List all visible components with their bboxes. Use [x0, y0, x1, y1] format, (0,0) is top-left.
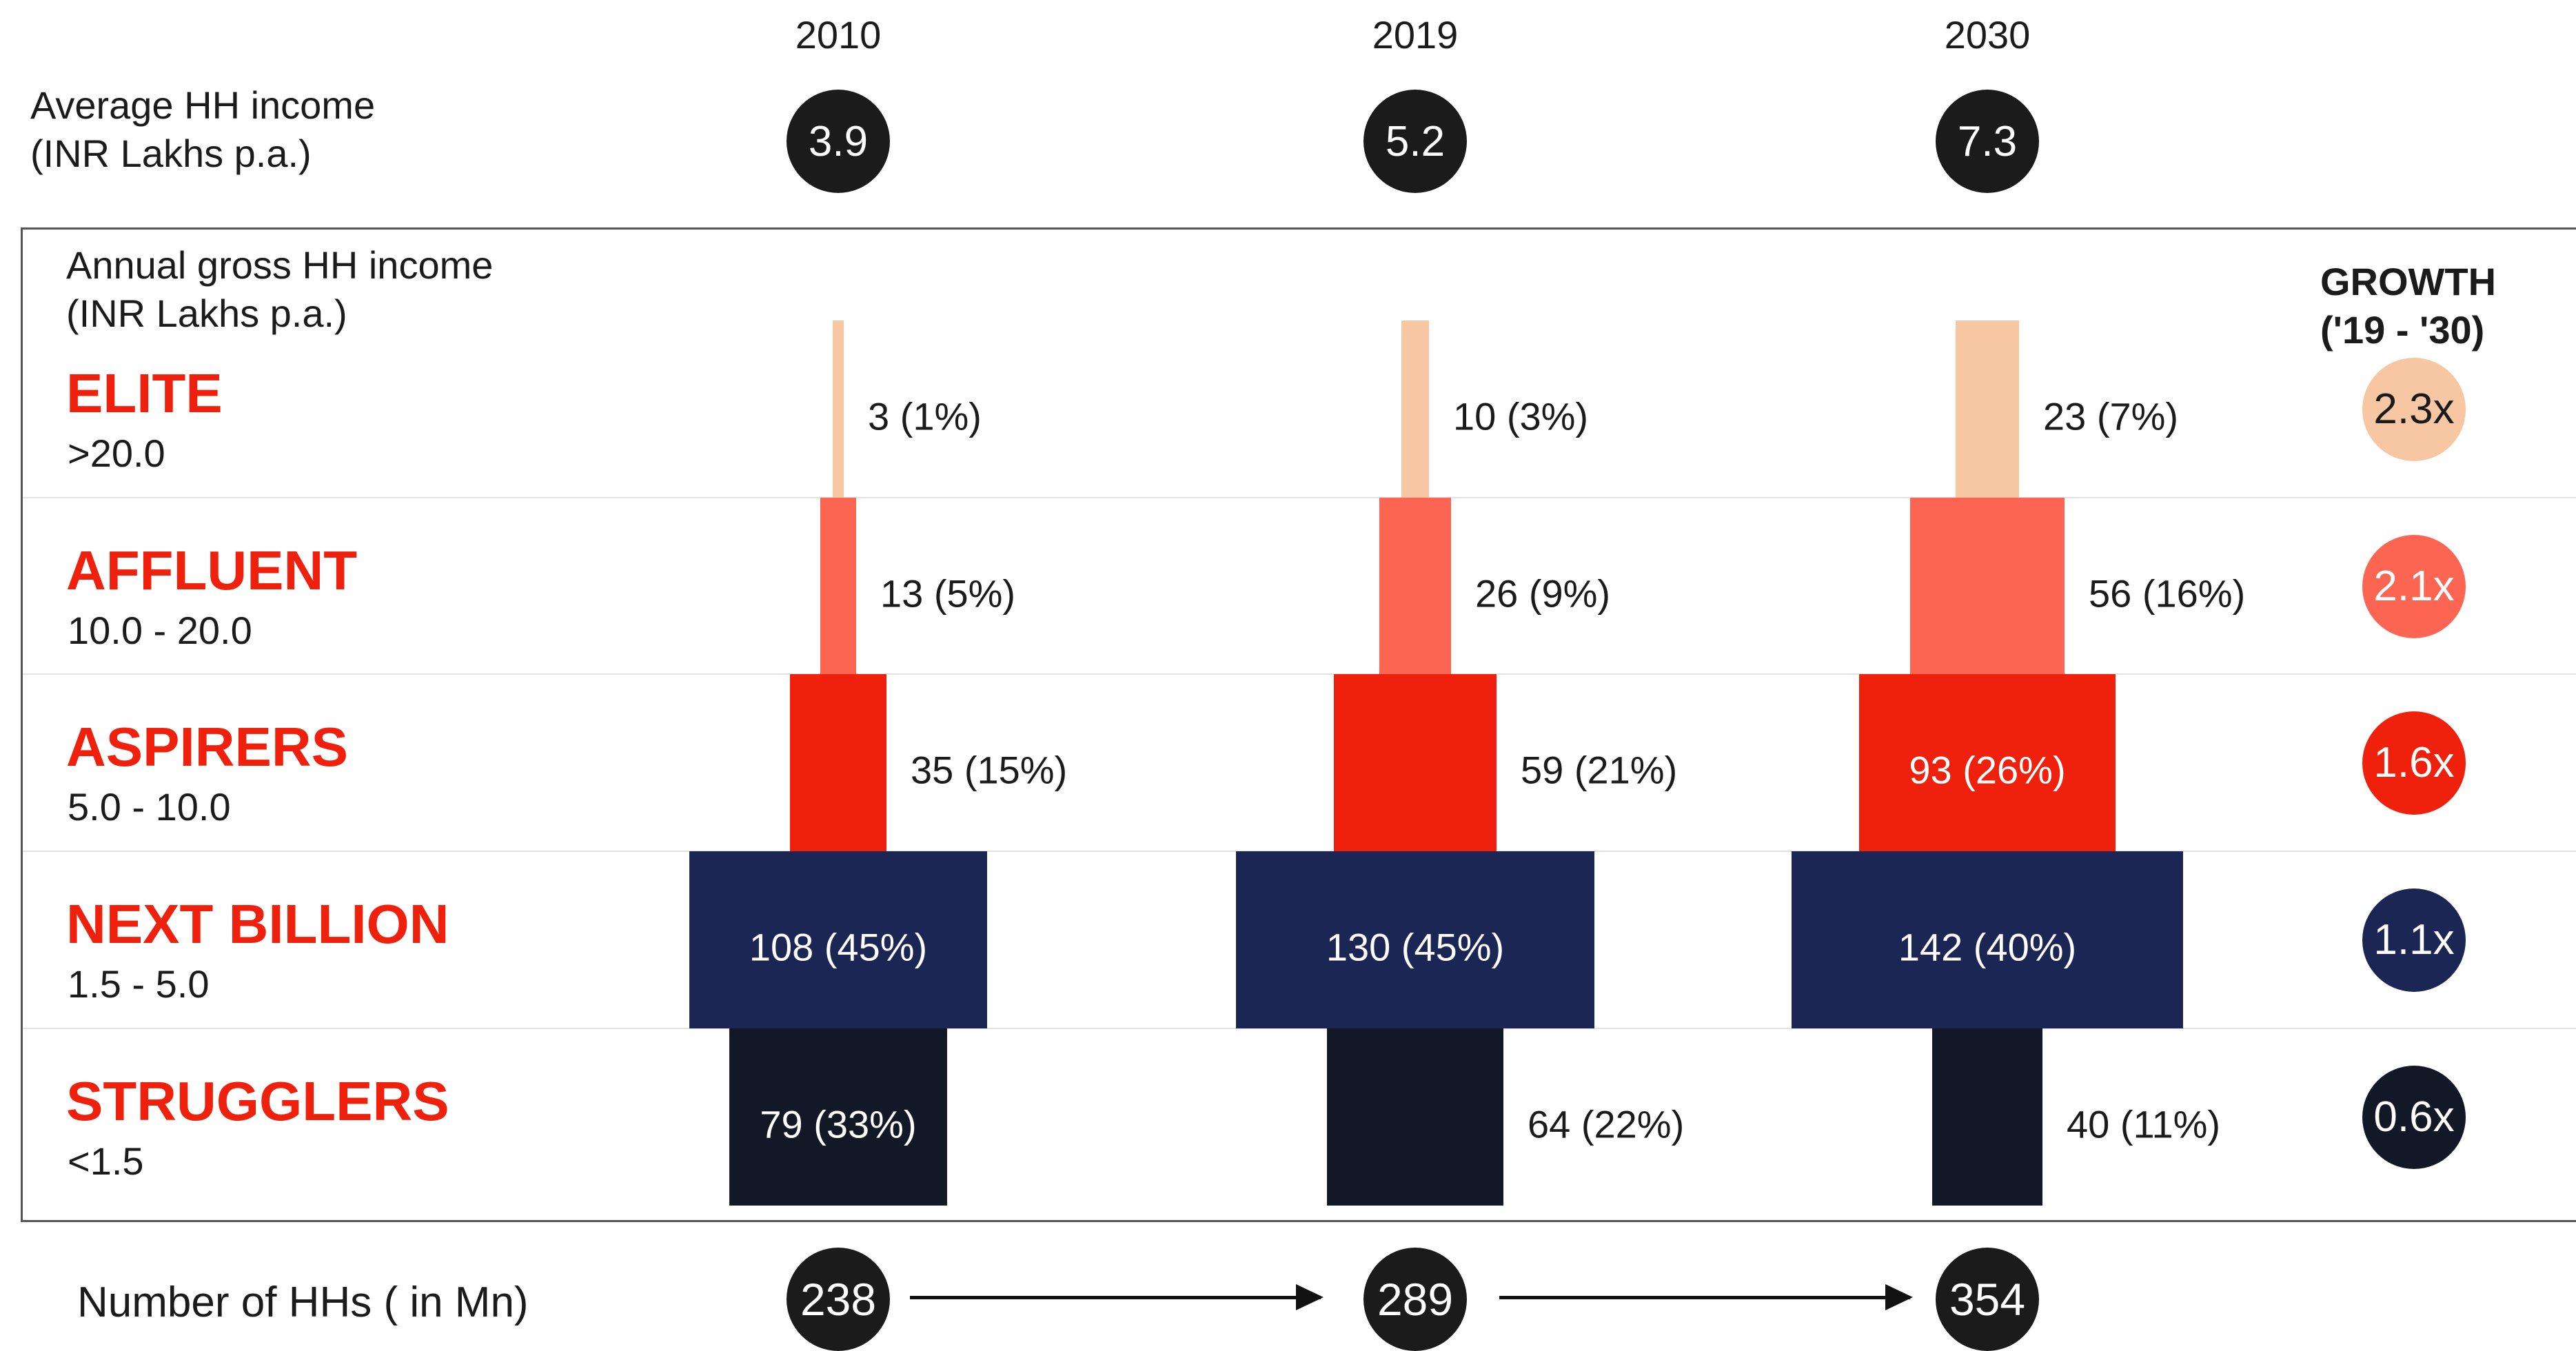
gross-income-unit: (INR Lakhs p.a.)	[66, 292, 347, 335]
growth-circle-elite: 2.3x	[2362, 357, 2466, 461]
segment-name-next-billion: NEXT BILLION	[66, 893, 449, 955]
avg-income-unit: (INR Lakhs p.a.)	[30, 132, 312, 175]
segment-range-next-billion: 1.5 - 5.0	[68, 962, 210, 1006]
bar-strugglers-2030	[1932, 1028, 2042, 1206]
avg-income-circle-2019: 5.2	[1363, 90, 1467, 193]
segment-name-elite: ELITE	[66, 363, 223, 424]
bar-strugglers-2019	[1327, 1028, 1503, 1206]
bar-aspirers-2019	[1334, 674, 1497, 851]
segment-name-affluent: AFFLUENT	[66, 540, 358, 601]
segments-frame	[21, 227, 2576, 1222]
gross-income-label: Annual gross HH income	[66, 243, 494, 287]
households-label: Number of HHs ( in Mn)	[77, 1279, 529, 1326]
segment-range-affluent: 10.0 - 20.0	[68, 609, 252, 652]
households-circle-2019: 289	[1363, 1248, 1467, 1351]
value-label-next-billion-2010: 108 (45%)	[749, 925, 928, 968]
value-label-strugglers-2019: 64 (22%)	[1528, 1102, 1685, 1146]
value-label-elite-2010: 3 (1%)	[868, 394, 982, 438]
avg-income-circle-2030: 7.3	[1936, 90, 2039, 193]
bar-next-billion-2010	[689, 851, 987, 1028]
segment-range-aspirers: 5.0 - 10.0	[68, 785, 231, 829]
bar-affluent-2019	[1379, 498, 1451, 675]
growth-label: GROWTH	[2320, 260, 2497, 303]
value-label-affluent-2010: 13 (5%)	[880, 571, 1016, 615]
value-label-next-billion-2030: 142 (40%)	[1898, 925, 2077, 968]
arrow-2019-2030	[1499, 1284, 1913, 1310]
bar-aspirers-2010	[790, 674, 886, 851]
growth-circle-aspirers: 1.6x	[2362, 711, 2466, 815]
growth-circle-next-billion: 1.1x	[2362, 888, 2466, 992]
bar-elite-2010	[833, 321, 844, 498]
growth-circle-strugglers: 0.6x	[2362, 1065, 2466, 1169]
avg-income-label: Average HH income	[30, 83, 376, 127]
avg-income-circle-2010: 3.9	[787, 90, 890, 193]
year-label-2010: 2010	[795, 13, 882, 57]
growth-circle-affluent: 2.1x	[2362, 534, 2466, 638]
value-label-aspirers-2010: 35 (15%)	[911, 748, 1068, 791]
row-separator	[23, 673, 2576, 675]
bar-affluent-2010	[820, 498, 856, 675]
arrow-2010-2019	[910, 1284, 1324, 1310]
bar-strugglers-2010	[729, 1028, 947, 1206]
year-label-2030: 2030	[1944, 13, 2031, 57]
segment-range-strugglers: <1.5	[68, 1139, 144, 1183]
value-label-strugglers-2030: 40 (11%)	[2067, 1102, 2221, 1146]
growth-period: ('19 - '30)	[2320, 308, 2485, 352]
bar-next-billion-2019	[1236, 851, 1594, 1028]
value-label-elite-2030: 23 (7%)	[2043, 394, 2179, 438]
bar-elite-2030	[1956, 321, 2019, 498]
row-separator	[23, 497, 2576, 498]
bar-aspirers-2030	[1859, 674, 2116, 851]
segment-range-elite: >20.0	[68, 431, 165, 475]
bar-affluent-2030	[1910, 498, 2065, 675]
segment-name-aspirers: ASPIRERS	[66, 716, 348, 778]
value-label-elite-2019: 10 (3%)	[1453, 394, 1589, 438]
value-label-strugglers-2010: 79 (33%)	[760, 1102, 917, 1146]
value-label-next-billion-2019: 130 (45%)	[1326, 925, 1505, 968]
bar-elite-2019	[1401, 321, 1429, 498]
year-label-2019: 2019	[1372, 13, 1459, 57]
value-label-affluent-2019: 26 (9%)	[1475, 571, 1611, 615]
bar-next-billion-2030	[1792, 851, 2183, 1028]
segment-name-strugglers: STRUGGLERS	[66, 1070, 449, 1132]
households-circle-2010: 238	[787, 1248, 890, 1351]
value-label-affluent-2030: 56 (16%)	[2089, 571, 2246, 615]
value-label-aspirers-2030: 93 (26%)	[1909, 748, 2066, 791]
row-separator	[23, 1028, 2576, 1029]
value-label-aspirers-2019: 59 (21%)	[1521, 748, 1678, 791]
households-circle-2030: 354	[1936, 1248, 2039, 1351]
